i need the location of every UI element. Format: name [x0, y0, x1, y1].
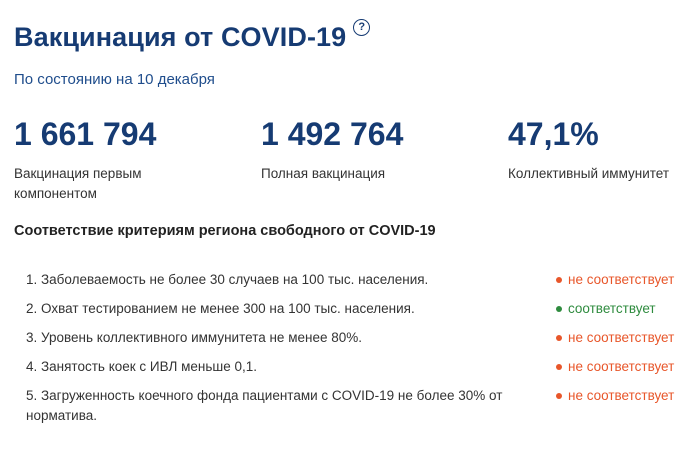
- status-label: не соответствует: [568, 330, 675, 345]
- stat-label: Коллективный иммунитет: [508, 166, 670, 181]
- stat-value: 1 492 764: [261, 116, 404, 152]
- status-label: соответствует: [568, 301, 656, 316]
- stat-collective-immunity: 47,1% Коллективный иммунитет: [508, 114, 695, 184]
- vaccination-widget: Вакцинация от COVID-19 ? По состоянию на…: [14, 14, 686, 214]
- title-row: Вакцинация от COVID-19 ?: [14, 14, 686, 60]
- page-title: Вакцинация от COVID-19: [14, 22, 347, 52]
- status-compliant: соответствует: [556, 299, 686, 319]
- stat-first-component: 1 661 794 Вакцинация первым компонентом: [14, 114, 184, 204]
- status-dot-icon: [556, 277, 562, 283]
- status-label: не соответствует: [568, 359, 675, 374]
- stats-row: 1 661 794 Вакцинация первым компонентом …: [14, 114, 686, 214]
- status-dot-icon: [556, 306, 562, 312]
- help-icon[interactable]: ?: [353, 19, 371, 36]
- criteria-list: 1. Заболеваемость не более 30 случаев на…: [26, 270, 686, 435]
- criterion-text: 1. Заболеваемость не более 30 случаев на…: [26, 272, 429, 287]
- status-noncompliant: не соответствует: [556, 357, 686, 377]
- status-dot-icon: [556, 364, 562, 370]
- criterion-row: 3. Уровень коллективного иммунитета не м…: [26, 328, 686, 348]
- criterion-text: 3. Уровень коллективного иммунитета не м…: [26, 330, 362, 345]
- status-label: не соответствует: [568, 388, 675, 403]
- status-noncompliant: не соответствует: [556, 328, 686, 348]
- date-subtitle: По состоянию на 10 декабря: [14, 71, 215, 88]
- status-dot-icon: [556, 335, 562, 341]
- criterion-row: 2. Охват тестированием не менее 300 на 1…: [26, 299, 686, 319]
- stat-value: 47,1%: [508, 116, 599, 152]
- stat-label: Вакцинация первым компонентом: [14, 166, 142, 201]
- status-dot-icon: [556, 393, 562, 399]
- status-noncompliant: не соответствует: [556, 386, 686, 406]
- stat-value: 1 661 794: [14, 116, 157, 152]
- criterion-row: 5. Загруженность коечного фонда пациента…: [26, 386, 686, 426]
- criteria-title: Соответствие критериям региона свободног…: [14, 223, 436, 239]
- criterion-row: 1. Заболеваемость не более 30 случаев на…: [26, 270, 686, 290]
- stat-label: Полная вакцинация: [261, 166, 386, 181]
- criterion-row: 4. Занятость коек с ИВЛ меньше 0,1. не со…: [26, 357, 686, 377]
- status-label: не соответствует: [568, 272, 675, 287]
- stat-full-vaccination: 1 492 764 Полная вакцинация: [261, 114, 451, 184]
- criterion-text: 2. Охват тестированием не менее 300 на 1…: [26, 301, 415, 316]
- status-noncompliant: не соответствует: [556, 270, 686, 290]
- criterion-text: 4. Занятость коек с ИВЛ меньше 0,1.: [26, 359, 257, 374]
- criterion-text: 5. Загруженность коечного фонда пациента…: [26, 388, 503, 423]
